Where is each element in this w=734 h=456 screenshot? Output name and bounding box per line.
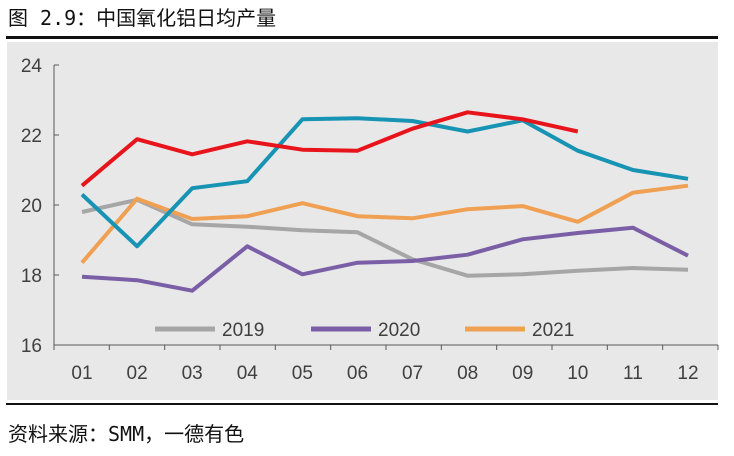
top-rule xyxy=(6,36,718,39)
legend-label-2019: 2019 xyxy=(222,320,264,341)
series-lines xyxy=(80,110,689,293)
x-tick-label: 01 xyxy=(71,363,92,384)
series-line-2022 xyxy=(80,116,689,249)
series-line-2023 xyxy=(80,110,579,188)
y-tick-label: 24 xyxy=(21,56,43,77)
plot-background xyxy=(7,42,718,400)
y-tick-label: 20 xyxy=(21,196,42,217)
series-line-2019 xyxy=(81,197,689,278)
x-tick-label: 02 xyxy=(127,363,148,384)
y-tick-label: 22 xyxy=(21,126,42,147)
source-note: 资料来源：SMM，一德有色 xyxy=(8,422,245,446)
bottom-rule xyxy=(6,403,718,405)
y-tick-label: 16 xyxy=(21,336,42,357)
x-tick-label: 11 xyxy=(623,363,643,384)
x-tick-label: 03 xyxy=(182,363,203,384)
x-tick-label: 08 xyxy=(457,363,478,384)
x-tick-label: 10 xyxy=(567,363,588,384)
x-tick-label: 07 xyxy=(402,363,423,384)
x-tick-label: 05 xyxy=(292,363,313,384)
legend-label-2020: 2020 xyxy=(378,320,420,341)
figure-title: 图 2.9：中国氧化铝日均产量 xyxy=(8,6,277,30)
x-tick-label: 06 xyxy=(347,363,368,384)
x-tick-label: 09 xyxy=(512,363,533,384)
series-line-2020 xyxy=(81,225,689,293)
y-tick-label: 18 xyxy=(21,266,42,287)
x-tick-label: 04 xyxy=(237,363,259,384)
legend: 2019 2020 2021 xyxy=(155,320,574,341)
series-line-2021 xyxy=(80,183,689,265)
legend-label-2021: 2021 xyxy=(532,320,574,341)
axes: 16 18 20 22 24 01 02 03 04 05 06 07 08 09 10 11 12 xyxy=(21,56,719,384)
x-tick-label: 12 xyxy=(677,363,698,384)
